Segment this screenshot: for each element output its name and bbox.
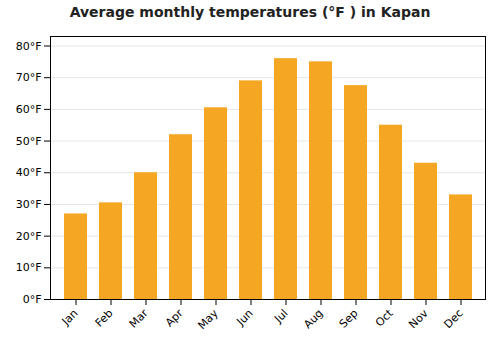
svg-text:Jun: Jun — [234, 307, 256, 329]
svg-text:70°F: 70°F — [16, 71, 42, 84]
svg-text:50°F: 50°F — [16, 135, 42, 148]
svg-text:May: May — [195, 306, 221, 332]
svg-text:40°F: 40°F — [16, 166, 42, 179]
svg-text:10°F: 10°F — [16, 261, 42, 274]
svg-text:30°F: 30°F — [16, 198, 42, 211]
svg-text:Jan: Jan — [59, 307, 81, 329]
svg-text:Feb: Feb — [93, 307, 116, 330]
svg-text:Jul: Jul — [271, 307, 290, 326]
svg-text:60°F: 60°F — [16, 103, 42, 116]
svg-text:0°F: 0°F — [23, 293, 42, 306]
svg-text:Sep: Sep — [337, 307, 361, 331]
svg-text:80°F: 80°F — [16, 40, 42, 53]
svg-text:Nov: Nov — [406, 306, 431, 331]
svg-text:Aug: Aug — [301, 307, 325, 331]
svg-text:Oct: Oct — [373, 306, 396, 329]
svg-text:Apr: Apr — [163, 306, 186, 329]
html-text:Average monthly temperatures (: Average monthly temperatures (°F ) in Ka… — [69, 4, 431, 20]
svg-text:20°F: 20°F — [16, 230, 42, 243]
svg-text:Mar: Mar — [127, 306, 151, 330]
svg-text:Dec: Dec — [441, 307, 465, 331]
